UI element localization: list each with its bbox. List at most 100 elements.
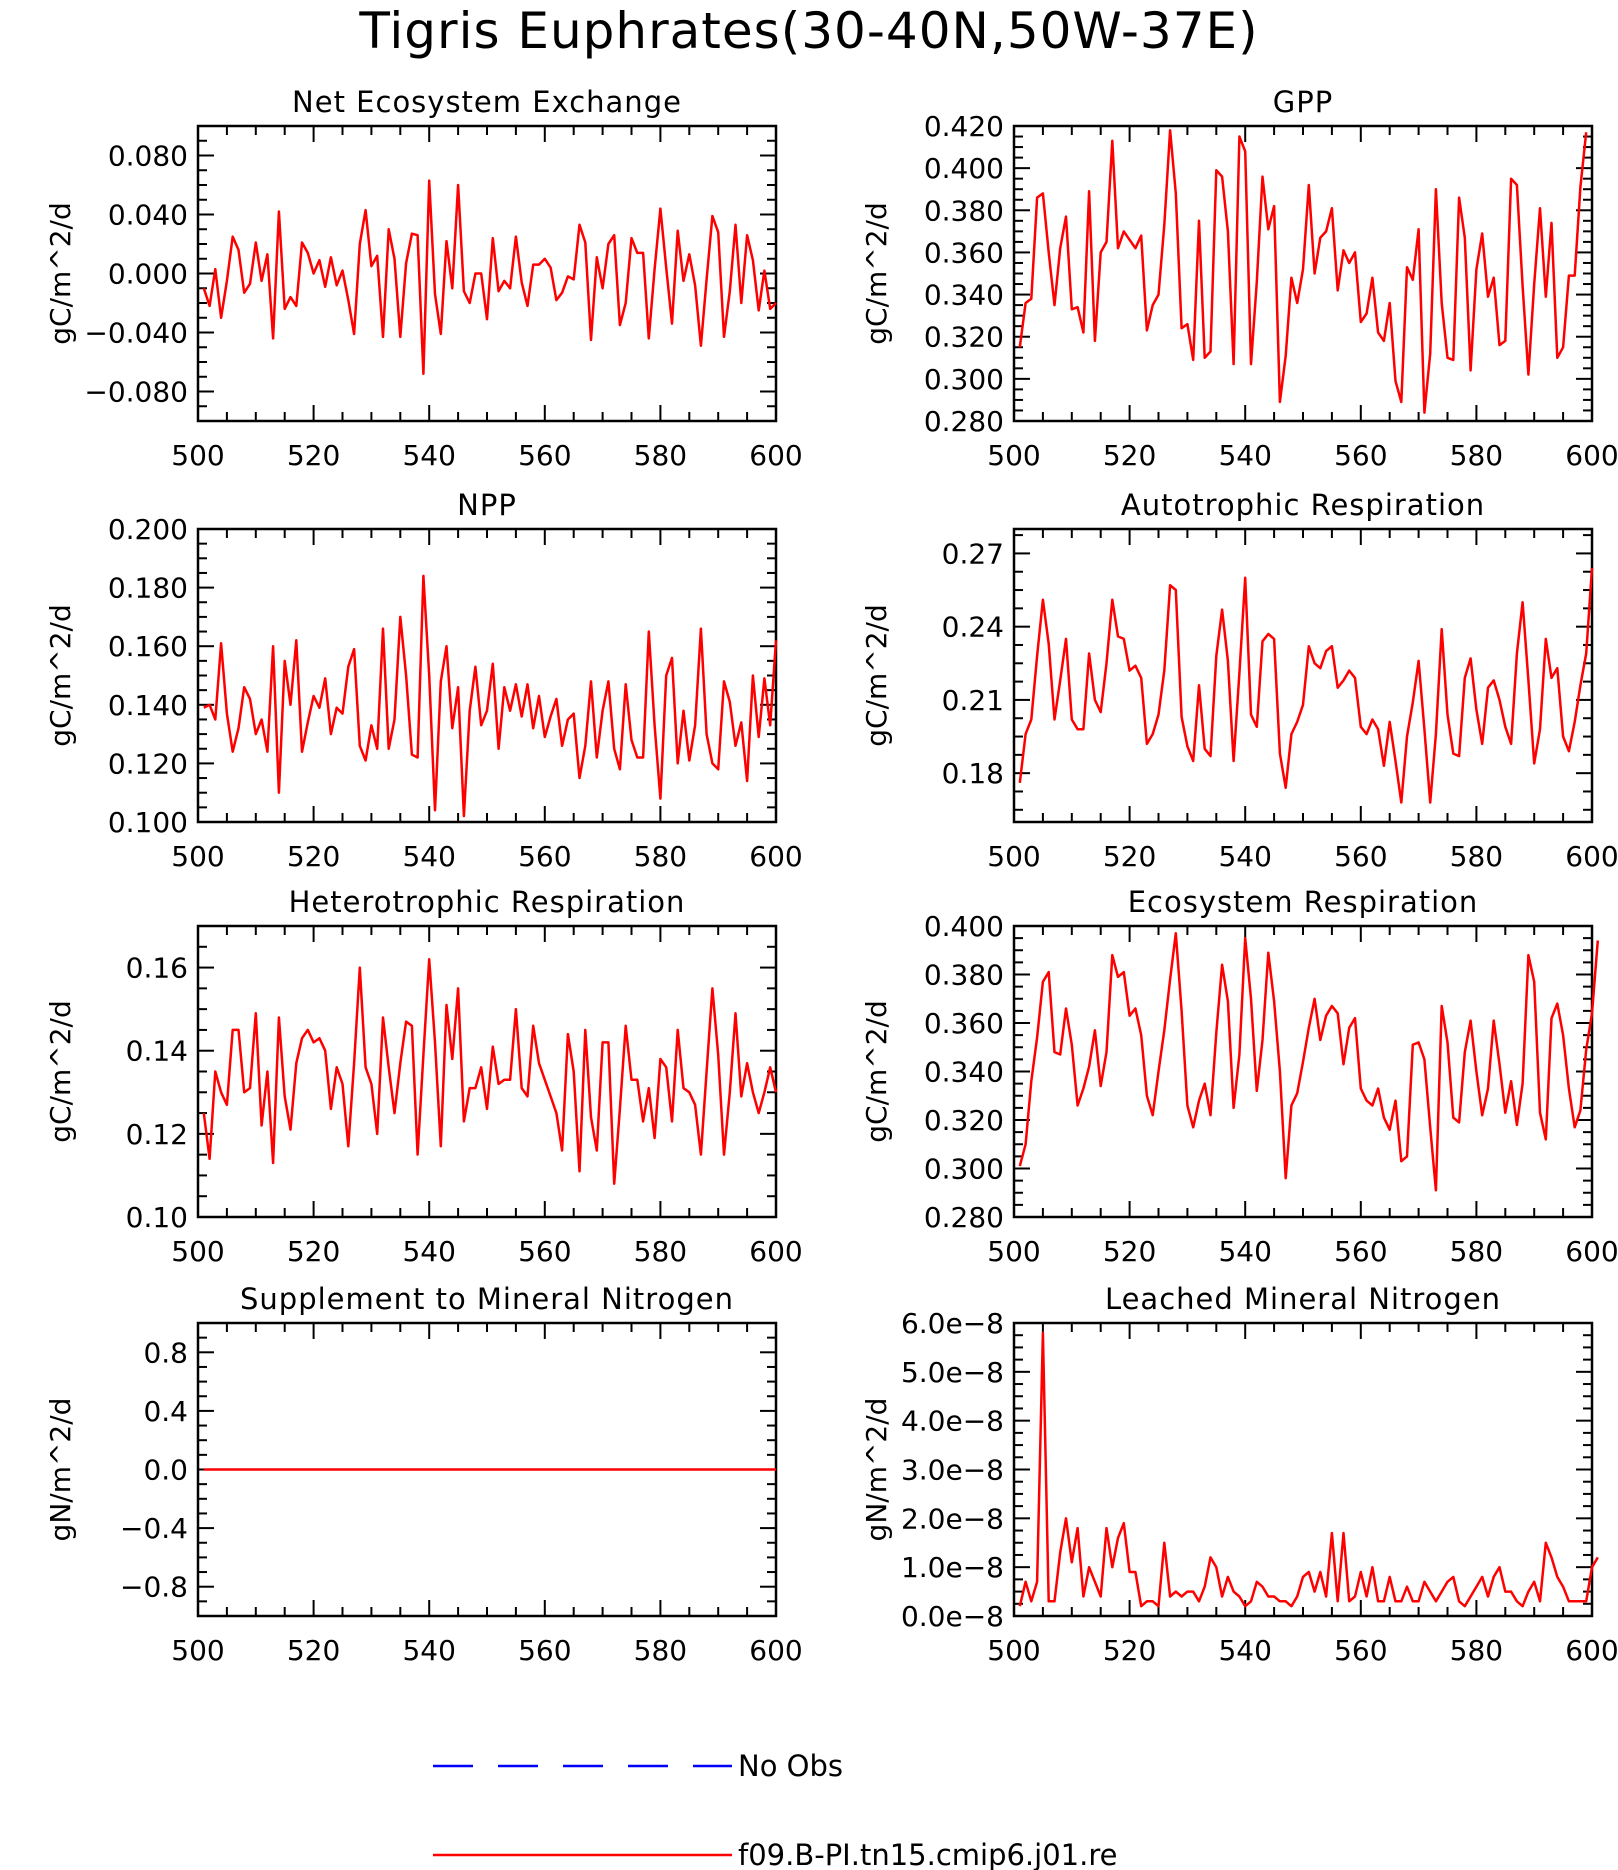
- y-tick-label: 0.180: [108, 572, 188, 605]
- x-tick-label: 500: [987, 840, 1040, 873]
- x-tick-label: 540: [1218, 1235, 1271, 1268]
- y-tick-label: 0.420: [924, 110, 1004, 143]
- panel-title: NPP: [457, 488, 517, 522]
- x-tick-label: 560: [1334, 1634, 1387, 1667]
- y-tick-label: 0.160: [108, 630, 188, 663]
- y-axis-label: gC/m^2/d: [44, 1000, 77, 1143]
- y-axis-label: gC/m^2/d: [860, 604, 893, 747]
- x-tick-label: 540: [1218, 439, 1271, 472]
- panel-title: Heterotrophic Respiration: [289, 885, 686, 919]
- x-tick-label: 560: [518, 1235, 571, 1268]
- y-tick-label: 3.0e−8: [901, 1454, 1004, 1487]
- panel-3: NPP 500 520 540 560 580 600 0.100 0.120 0.140 0.16…: [44, 488, 803, 873]
- y-tick-label: 0.400: [924, 910, 1004, 943]
- y-axis-label: gN/m^2/d: [860, 1398, 893, 1542]
- y-axis-label: gC/m^2/d: [860, 202, 893, 345]
- x-tick-label: 500: [171, 439, 224, 472]
- figure-title: Tigris Euphrates(30-40N,50W-37E): [358, 2, 1258, 60]
- plot-frame: [1012, 1321, 1594, 1618]
- x-tick-label: 580: [1450, 1235, 1503, 1268]
- x-tick-label: 520: [287, 1235, 340, 1268]
- legend: No Obs f09.B-PI.tn15.cmip6.j01.re: [433, 1749, 1117, 1870]
- x-tick-label: 560: [1334, 840, 1387, 873]
- x-tick-label: 540: [402, 840, 455, 873]
- panel-5: Heterotrophic Respiration 500 520 540 560 580…: [44, 885, 803, 1268]
- x-tick-label: 580: [634, 1235, 687, 1268]
- x-tick-label: 580: [1450, 840, 1503, 873]
- x-tick-label: 500: [987, 439, 1040, 472]
- x-tick-label: 500: [171, 840, 224, 873]
- x-tick-label: 500: [171, 1235, 224, 1268]
- y-tick-label: 0.0: [143, 1454, 188, 1487]
- panel-title: GPP: [1273, 85, 1333, 119]
- y-tick-label: 0.0e−8: [901, 1600, 1004, 1633]
- panels: Net Ecosystem Exchange 500 520 540 560 580 600…: [44, 85, 1618, 1667]
- y-tick-label: 0.18: [942, 757, 1004, 790]
- y-tick-label: 0.8: [143, 1336, 188, 1369]
- x-tick-label: 520: [287, 439, 340, 472]
- y-tick-label: 0.280: [924, 1201, 1004, 1234]
- series-line: [1018, 932, 1600, 1192]
- series-line: [202, 179, 777, 376]
- plot-frame: [1012, 924, 1594, 1219]
- x-tick-label: 540: [402, 1634, 455, 1667]
- x-tick-label: 520: [1103, 439, 1156, 472]
- series-line: [203, 574, 778, 818]
- y-tick-label: 0.380: [924, 959, 1004, 992]
- x-tick-label: 600: [1565, 1235, 1618, 1268]
- x-tick-label: 500: [171, 1634, 224, 1667]
- y-tick-label: 0.12: [126, 1118, 188, 1151]
- y-tick-label: 0.300: [924, 1153, 1004, 1186]
- x-tick-label: 560: [1334, 1235, 1387, 1268]
- y-tick-label: 0.340: [924, 279, 1004, 312]
- y-tick-label: 0.400: [924, 152, 1004, 185]
- y-tick-label: 0.380: [924, 194, 1004, 227]
- y-axis-label: gN/m^2/d: [44, 1398, 77, 1542]
- y-tick-label: 0.040: [108, 199, 188, 232]
- y-tick-label: 4.0e−8: [901, 1405, 1004, 1438]
- y-tick-label: 0.140: [108, 689, 188, 722]
- y-tick-label: 5.0e−8: [901, 1356, 1004, 1389]
- y-tick-label: 0.27: [942, 537, 1004, 570]
- x-tick-label: 560: [518, 1634, 571, 1667]
- x-tick-label: 540: [1218, 840, 1271, 873]
- x-tick-label: 520: [1103, 1634, 1156, 1667]
- x-tick-label: 560: [518, 439, 571, 472]
- x-tick-label: 600: [749, 1235, 802, 1268]
- y-tick-label: 0.21: [942, 684, 1004, 717]
- x-tick-label: 600: [1565, 840, 1618, 873]
- y-tick-label: 0.24: [942, 611, 1004, 644]
- panel-6: Ecosystem Respiration 500 520 540 560 580 600 0…: [860, 885, 1618, 1268]
- x-tick-label: 600: [749, 840, 802, 873]
- panel-2: GPP 500 520 540 560 580 600 0.280 0.300 0.320 0.34…: [860, 85, 1618, 472]
- y-tick-label: 1.0e−8: [901, 1551, 1004, 1584]
- y-tick-label: 0.10: [126, 1201, 188, 1234]
- legend-label-model: f09.B-PI.tn15.cmip6.j01.re: [738, 1838, 1117, 1870]
- y-tick-label: −0.4: [120, 1512, 188, 1545]
- y-axis-label: gC/m^2/d: [44, 202, 77, 345]
- x-tick-label: 540: [402, 1235, 455, 1268]
- panel-title: Ecosystem Respiration: [1128, 885, 1479, 919]
- y-tick-label: 0.340: [924, 1056, 1004, 1089]
- x-tick-label: 600: [749, 1634, 802, 1667]
- x-tick-label: 580: [634, 840, 687, 873]
- y-axis-label: gC/m^2/d: [44, 604, 77, 747]
- panel-8: Leached Mineral Nitrogen 500 520 540 560 580 6…: [860, 1282, 1618, 1667]
- plot-frame: [196, 124, 778, 423]
- x-tick-label: 580: [1450, 1634, 1503, 1667]
- y-tick-label: −0.040: [84, 317, 188, 350]
- panel-title: Net Ecosystem Exchange: [292, 85, 682, 119]
- series-line: [202, 958, 778, 1185]
- panel-title: Leached Mineral Nitrogen: [1105, 1282, 1501, 1316]
- panel-title: Autotrophic Respiration: [1121, 488, 1485, 522]
- x-tick-label: 580: [1450, 439, 1503, 472]
- x-tick-label: 540: [402, 439, 455, 472]
- x-tick-label: 560: [1334, 439, 1387, 472]
- y-tick-label: −0.080: [84, 376, 188, 409]
- x-tick-label: 600: [1565, 1634, 1618, 1667]
- panel-title: Supplement to Mineral Nitrogen: [240, 1282, 734, 1316]
- y-tick-label: 0.320: [924, 321, 1004, 354]
- y-tick-label: 0.000: [108, 258, 188, 291]
- panel-1: Net Ecosystem Exchange 500 520 540 560 580 600…: [44, 85, 803, 472]
